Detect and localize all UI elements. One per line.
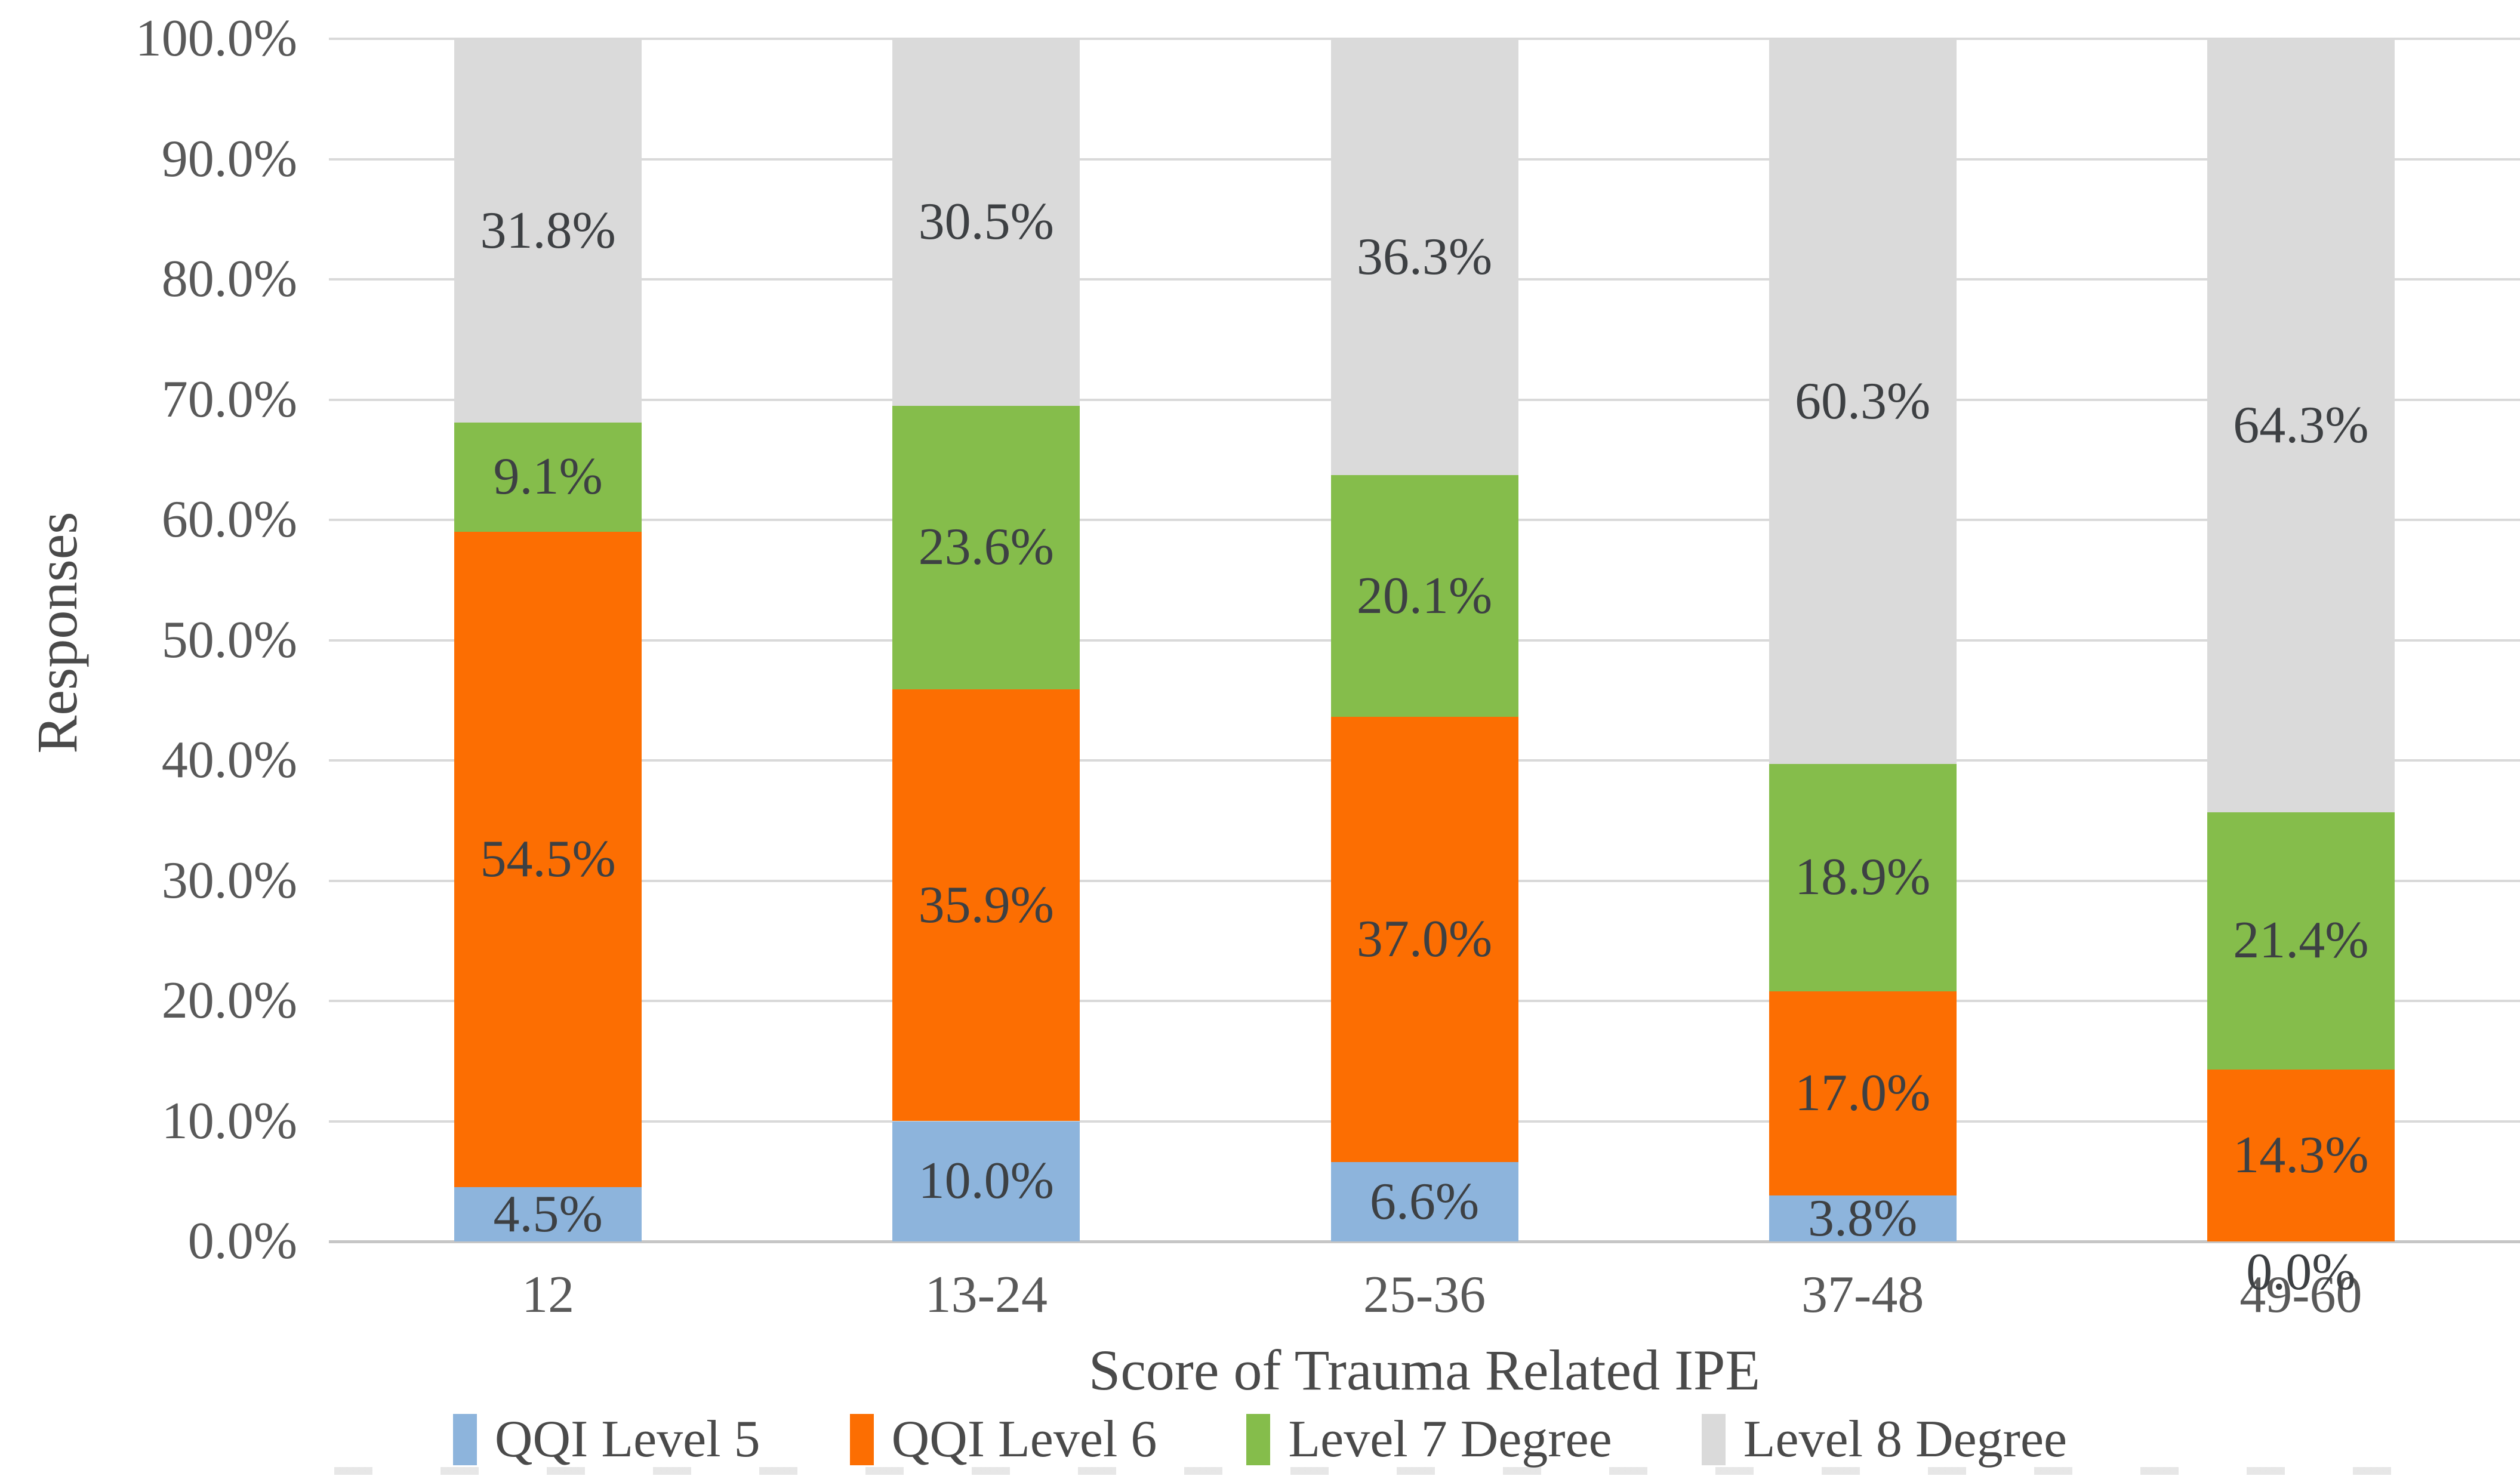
bar-segment	[892, 689, 1080, 1121]
data-label: 20.1%	[1356, 566, 1493, 625]
data-label: 54.5%	[480, 830, 616, 889]
bar-segment	[1769, 1195, 1957, 1241]
data-label: 35.9%	[918, 876, 1054, 934]
legend-item: Level 8 Degree	[1701, 1410, 2068, 1468]
y-tick-label: 100.0%	[135, 10, 297, 67]
bar-segment	[2207, 1069, 2395, 1241]
y-tick-label: 0.0%	[187, 1212, 297, 1270]
legend-swatch-icon	[1246, 1414, 1271, 1465]
x-axis-line	[329, 1240, 2520, 1243]
bar-segment	[454, 532, 642, 1188]
y-tick-label: 40.0%	[161, 731, 297, 789]
data-label: 37.0%	[1356, 910, 1493, 969]
bar-segment	[1769, 39, 1957, 765]
data-label: 10.0%	[918, 1152, 1054, 1210]
bar-segment	[892, 405, 1080, 690]
data-label: 23.6%	[918, 518, 1054, 577]
legend-label: QQI Level 6	[891, 1410, 1157, 1468]
legend-swatch-icon	[1701, 1414, 1726, 1465]
bar-segment	[1769, 764, 1957, 991]
x-tick-label: 13-24	[925, 1266, 1048, 1324]
y-tick-label: 20.0%	[161, 972, 297, 1030]
bar-segment	[1330, 475, 1518, 717]
y-tick-label: 30.0%	[161, 851, 297, 910]
data-label: 9.1%	[493, 448, 603, 506]
legend-label: Level 7 Degree	[1288, 1410, 1612, 1468]
y-tick-label: 80.0%	[161, 250, 297, 308]
data-label: 30.5%	[918, 193, 1054, 251]
legend-swatch-icon	[452, 1414, 477, 1465]
bar-segment	[454, 40, 642, 423]
data-label: 4.5%	[493, 1185, 603, 1243]
data-label: 14.3%	[2233, 1126, 2369, 1184]
data-label: 60.3%	[1795, 372, 1931, 430]
legend-item: Level 7 Degree	[1246, 1413, 1612, 1466]
y-tick-label: 50.0%	[161, 611, 297, 669]
bar-segment	[892, 39, 1080, 406]
legend-item: QQI Level 5	[452, 1410, 760, 1468]
x-tick-label: 49-60	[2239, 1266, 2362, 1324]
bar-segment	[1769, 991, 1957, 1196]
data-label: 21.4%	[2233, 911, 2369, 970]
bar-segment	[2207, 39, 2395, 812]
bar-segment	[454, 1187, 642, 1241]
bar-segment	[892, 1121, 1080, 1241]
data-label: 6.6%	[1369, 1172, 1480, 1231]
bar-segment	[2207, 812, 2395, 1070]
legend-label: QQI Level 5	[494, 1410, 760, 1468]
bar-segment	[1330, 717, 1518, 1162]
legend: QQI Level 5 QQI Level 6 Level 7 Degree Leve…	[0, 1413, 2520, 1466]
data-label: 36.3%	[1356, 227, 1493, 286]
data-label: 18.9%	[1795, 848, 1931, 907]
cropped-text-artifact	[334, 1467, 2429, 1475]
data-label: 64.3%	[2233, 396, 2369, 454]
legend-swatch-icon	[849, 1414, 874, 1465]
x-axis-title: Score of Trauma Related IPE	[1088, 1338, 1761, 1402]
y-tick-label: 60.0%	[161, 491, 297, 549]
y-tick-label: 10.0%	[161, 1092, 297, 1150]
bar-segment	[1330, 1162, 1518, 1241]
bar-segment	[1330, 39, 1518, 476]
x-tick-label: 12	[522, 1266, 575, 1324]
data-label: 31.8%	[480, 202, 616, 260]
legend-item: QQI Level 6	[849, 1410, 1157, 1468]
data-label: 3.8%	[1808, 1189, 1918, 1247]
x-tick-label: 37-48	[1801, 1266, 1924, 1324]
y-tick-label: 90.0%	[161, 130, 297, 188]
legend-label: Level 8 Degree	[1743, 1410, 2068, 1468]
y-tick-label: 70.0%	[161, 370, 297, 429]
bar-segment	[454, 422, 642, 532]
data-label: 17.0%	[1795, 1064, 1931, 1123]
data-label: 0.0%	[2246, 1243, 2356, 1301]
x-tick-label: 25-36	[1363, 1266, 1486, 1324]
